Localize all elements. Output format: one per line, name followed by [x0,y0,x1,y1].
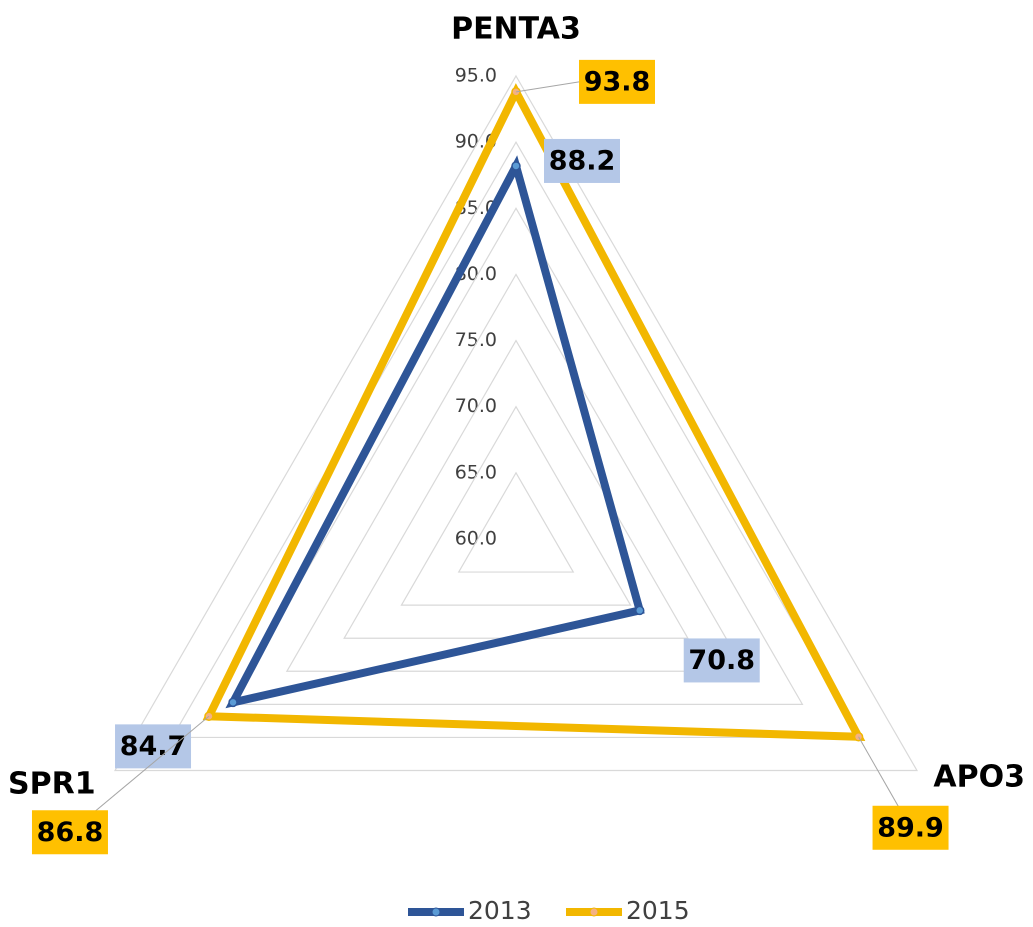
y-tick-label: 95.0 [455,65,497,87]
grid-line [457,471,575,573]
data-label-box [31,810,108,855]
y-tick-label: 70.0 [455,395,497,417]
data-point [634,605,645,616]
legend-label: 2015 [626,896,690,925]
category-label: PENTA3 [451,12,581,47]
data-label-box [115,724,192,769]
data-label-box [579,59,655,104]
legend-marker [431,907,441,917]
data-label-box [683,638,760,683]
grid-line [285,273,747,672]
data-point [511,161,521,171]
data-label: 70.8 [688,645,755,676]
grid-line [228,207,804,705]
data-label: 88.2 [549,145,616,176]
category-label: APO3 [933,760,1025,795]
category-label: SPR1 [8,767,96,802]
y-tick-label: 60.0 [455,528,497,550]
data-label-box [872,805,949,850]
grid-line [113,74,919,772]
legend-marker [589,907,599,917]
series-line [202,83,866,741]
series-line [225,155,645,709]
grid-line [400,405,632,606]
data-label: 89.9 [877,812,944,843]
data-label-box [544,138,620,183]
y-tick-label: 65.0 [455,461,497,483]
y-tick-label: 75.0 [455,329,497,351]
data-point [228,697,238,708]
data-label: 84.7 [120,731,187,762]
legend-label: 2013 [468,896,532,925]
data-label: 93.8 [584,66,651,97]
data-label: 86.8 [37,817,104,848]
